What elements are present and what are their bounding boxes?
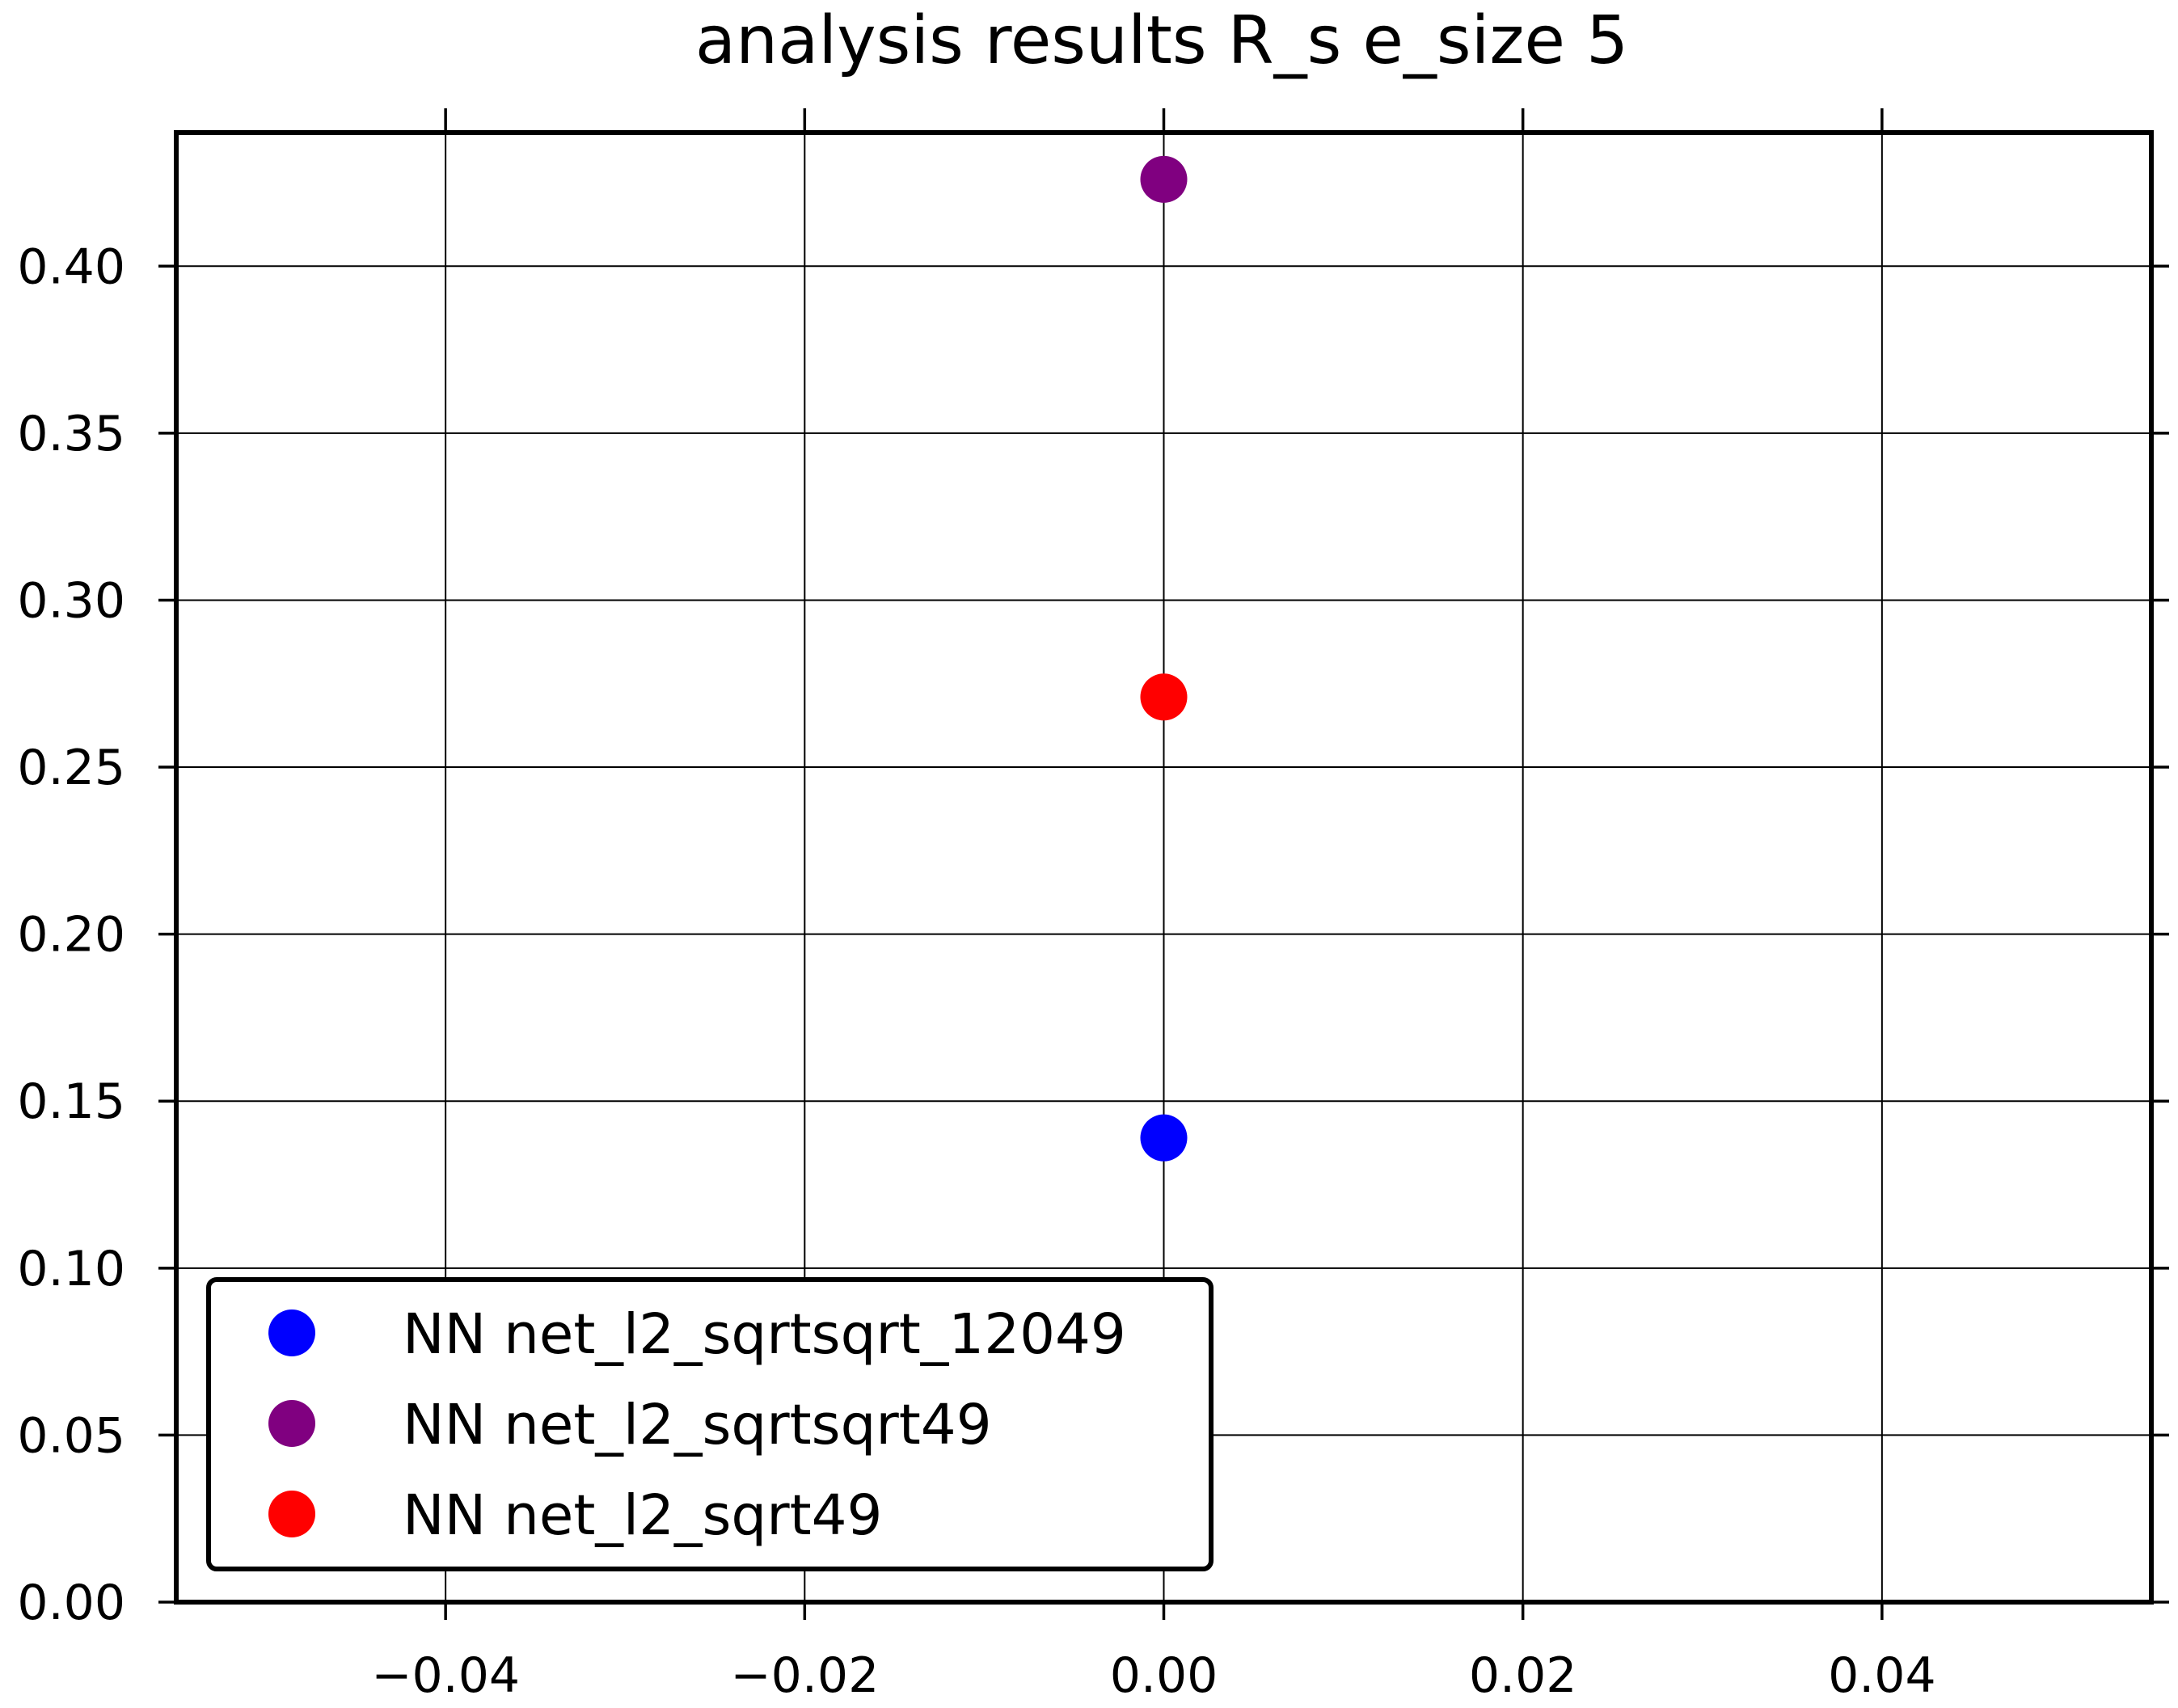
chart-title: analysis results R_s e_size 5: [695, 2, 1628, 79]
y-tick-label: 0.35: [17, 406, 125, 462]
x-tick-label: 0.00: [1110, 1647, 1218, 1704]
data-point: [1140, 155, 1188, 203]
data-point: [1140, 1114, 1188, 1162]
axis-ticks: [158, 108, 2169, 1620]
y-tick-label: 0.20: [17, 907, 125, 964]
y-tick-label: 0.30: [17, 572, 125, 629]
plot-frame: [174, 130, 2154, 1605]
x-tick-label: −0.02: [730, 1647, 879, 1704]
legend-marker: [268, 1400, 315, 1447]
legend-label: NN net_l2_sqrtsqrt49: [403, 1393, 992, 1457]
legend-box: [206, 1277, 1214, 1571]
data-points: [1140, 155, 1188, 1162]
x-tick-label: 0.04: [1828, 1647, 1936, 1704]
legend-label: NN net_l2_sqrt49: [403, 1483, 882, 1548]
y-tick-label: 0.25: [17, 740, 125, 796]
legend-label: NN net_l2_sqrtsqrt_12049: [403, 1302, 1126, 1367]
y-tick-label: 0.15: [17, 1073, 125, 1130]
x-tick-label: −0.04: [371, 1647, 520, 1704]
legend-marker: [268, 1309, 315, 1356]
legend-marker: [268, 1491, 315, 1537]
data-point: [1140, 673, 1188, 721]
y-tick-label: 0.00: [17, 1575, 125, 1631]
tick-labels: −0.04 −0.02 0.00 0.02 0.04 0.00 0.05 0.10 0.15 0.…: [17, 238, 1935, 1704]
y-tick-label: 0.10: [17, 1241, 125, 1297]
x-tick-label: 0.02: [1469, 1647, 1577, 1704]
y-tick-label: 0.05: [17, 1407, 125, 1464]
y-tick-label: 0.40: [17, 238, 125, 295]
legend: NN net_l2_sqrtsqrt_12049 NN net_l2_sqrtsq…: [206, 1277, 1214, 1571]
